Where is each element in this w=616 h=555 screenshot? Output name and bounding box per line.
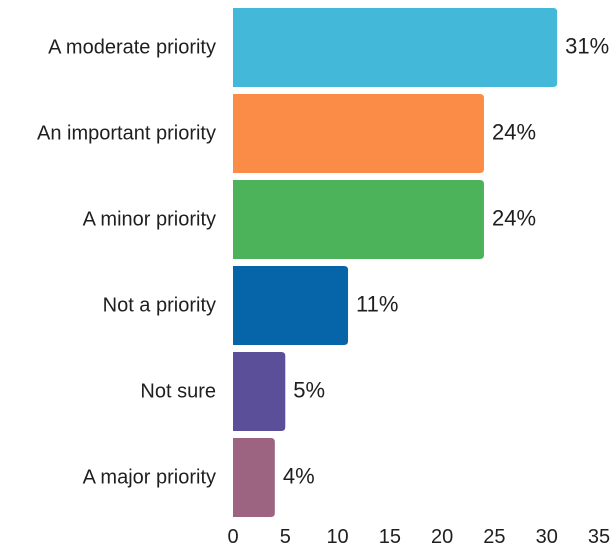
category-label: Not sure <box>140 381 216 403</box>
category-label: Not a priority <box>103 295 216 317</box>
x-tick-label: 25 <box>483 526 505 548</box>
bar <box>233 266 349 345</box>
value-label: 31% <box>565 34 609 59</box>
bar <box>233 438 275 517</box>
value-label: 4% <box>283 464 315 489</box>
value-label: 11% <box>356 292 398 317</box>
x-tick-label: 35 <box>588 526 610 548</box>
x-tick-label: 10 <box>326 526 348 548</box>
category-label: A major priority <box>83 467 216 489</box>
value-labels: 31% 24% 24% 11% 5% 4% <box>283 34 609 489</box>
category-label: An important priority <box>37 123 216 145</box>
bar <box>233 180 484 259</box>
value-label: 24% <box>492 120 536 145</box>
category-label: A minor priority <box>83 209 216 231</box>
bars-layer <box>233 8 558 517</box>
value-label: 5% <box>293 378 325 403</box>
x-axis-ticks: 0 5 10 15 20 25 30 35 <box>227 526 610 548</box>
x-tick-label: 15 <box>379 526 401 548</box>
category-labels: A moderate priority An important priority… <box>37 37 216 489</box>
bar <box>233 352 286 431</box>
category-label: A moderate priority <box>48 37 216 59</box>
bar <box>233 8 558 87</box>
x-tick-label: 0 <box>227 526 238 548</box>
x-tick-label: 20 <box>431 526 453 548</box>
value-label: 24% <box>492 206 536 231</box>
x-tick-label: 30 <box>536 526 558 548</box>
x-tick-label: 5 <box>280 526 291 548</box>
bar <box>233 94 484 173</box>
